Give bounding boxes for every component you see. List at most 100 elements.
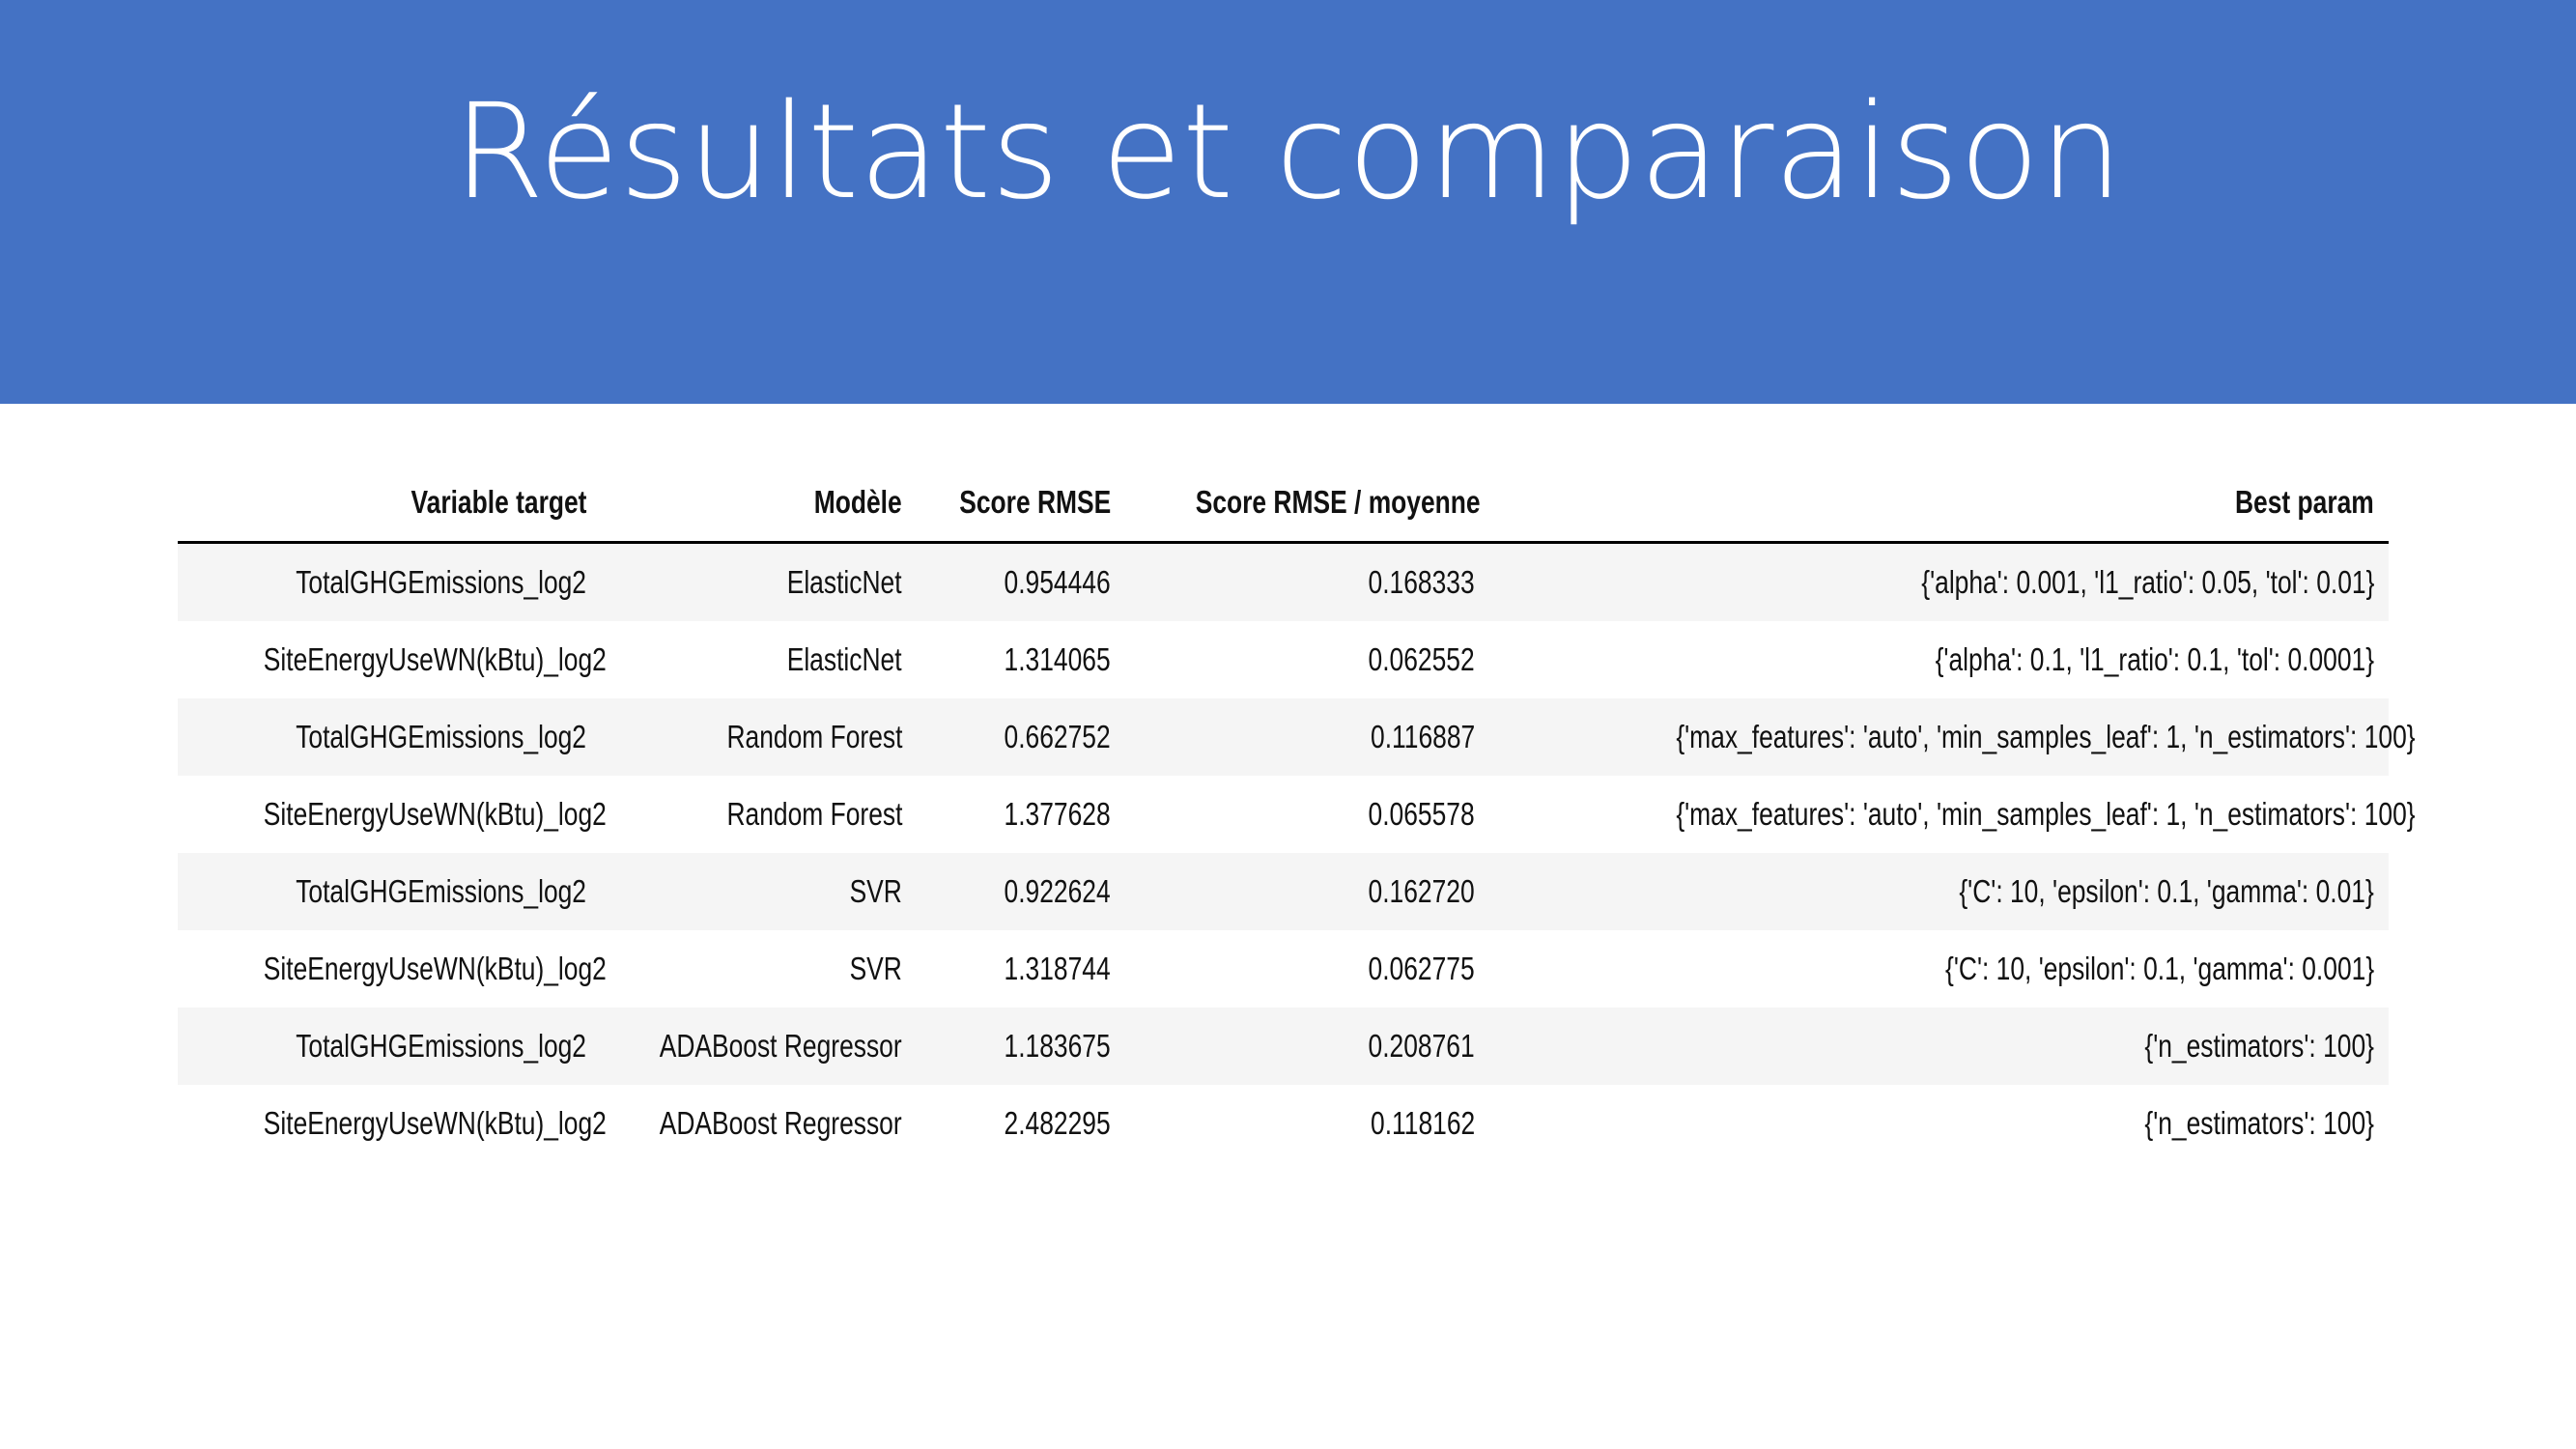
column-header: Best param (1491, 464, 2374, 541)
cell-text: Score RMSE (959, 484, 1111, 520)
cell-text: 0.922624 (1004, 873, 1111, 909)
table-cell: 1.183675 (912, 1008, 1111, 1085)
cell-text: SiteEnergyUseWN(kBtu)_log2 (263, 1105, 607, 1141)
table-cell: 0.116887 (1124, 698, 1475, 776)
cell-text: Random Forest (726, 719, 902, 754)
table-cell: TotalGHGEmissions_log2 (178, 544, 586, 621)
column-header: Score RMSE / moyenne (1124, 464, 1481, 541)
table-cell: 0.954446 (912, 544, 1111, 621)
table-row: SiteEnergyUseWN(kBtu)_log2 Random Forest 1… (178, 776, 2416, 853)
table-cell: Random Forest (593, 776, 902, 853)
table-cell: 0.062552 (1124, 621, 1475, 698)
table-cell: 0.662752 (912, 698, 1111, 776)
cell-text: SVR (849, 873, 902, 909)
table-cell: 0.062775 (1124, 930, 1475, 1008)
table-cell: 0.208761 (1124, 1008, 1475, 1085)
column-header: Variable target (178, 464, 586, 541)
cell-text: 1.377628 (1004, 796, 1111, 832)
table-cell: ADABoost Regressor (593, 1085, 902, 1162)
table-cell: 0.922624 (912, 853, 1111, 930)
table-row: SiteEnergyUseWN(kBtu)_log2 SVR 1.318744 0.0… (178, 930, 2389, 1008)
cell-text: 0.116887 (1370, 719, 1475, 754)
table-cell: {'n_estimators': 100} (1491, 1008, 2374, 1085)
cell-text: TotalGHGEmissions_log2 (296, 719, 586, 754)
cell-text: {'alpha': 0.1, 'l1_ratio': 0.1, 'tol': 0… (1935, 641, 2374, 677)
table-cell: {'C': 10, 'epsilon': 0.1, 'gamma': 0.001… (1491, 930, 2374, 1008)
cell-text: SiteEnergyUseWN(kBtu)_log2 (263, 951, 607, 986)
cell-text: {'max_features': 'auto', 'min_samples_le… (1676, 796, 2416, 832)
table-cell: Random Forest (593, 698, 902, 776)
table-cell: 2.482295 (912, 1085, 1111, 1162)
cell-text: 1.318744 (1004, 951, 1111, 986)
cell-text: TotalGHGEmissions_log2 (296, 564, 586, 600)
table-cell: 1.318744 (912, 930, 1111, 1008)
cell-text: 0.118162 (1370, 1105, 1475, 1141)
table-row: TotalGHGEmissions_log2 ADABoost Regressor… (178, 1008, 2389, 1085)
cell-text: SiteEnergyUseWN(kBtu)_log2 (263, 641, 607, 677)
cell-text: 0.954446 (1004, 564, 1111, 600)
cell-text: TotalGHGEmissions_log2 (296, 873, 586, 909)
cell-text: Score RMSE / moyenne (1195, 484, 1481, 520)
cell-text: 1.183675 (1004, 1028, 1111, 1064)
table-cell: 1.314065 (912, 621, 1111, 698)
cell-text: 0.162720 (1368, 873, 1475, 909)
table-cell: {'max_features': 'auto', 'min_samples_le… (1491, 776, 2415, 853)
table-cell: {'alpha': 0.1, 'l1_ratio': 0.1, 'tol': 0… (1491, 621, 2374, 698)
cell-text: {'n_estimators': 100} (2144, 1105, 2374, 1141)
cell-text: Variable target (410, 484, 586, 520)
cell-text: 2.482295 (1004, 1105, 1111, 1141)
cell-text: Best param (2235, 484, 2374, 520)
table-cell: SVR (593, 930, 902, 1008)
table-cell: 0.162720 (1124, 853, 1475, 930)
cell-text: 0.662752 (1004, 719, 1111, 754)
cell-text: {'C': 10, 'epsilon': 0.1, 'gamma': 0.01} (1959, 873, 2374, 909)
cell-text: 0.208761 (1368, 1028, 1475, 1064)
table-cell: SiteEnergyUseWN(kBtu)_log2 (178, 621, 607, 698)
cell-text: {'n_estimators': 100} (2144, 1028, 2374, 1064)
table-cell: 0.065578 (1124, 776, 1475, 853)
cell-text: 0.062775 (1368, 951, 1475, 986)
table-cell: SiteEnergyUseWN(kBtu)_log2 (178, 930, 607, 1008)
cell-text: ElasticNet (787, 641, 902, 677)
table-cell: {'max_features': 'auto', 'min_samples_le… (1491, 698, 2415, 776)
table-cell: ElasticNet (593, 544, 902, 621)
table-cell: TotalGHGEmissions_log2 (178, 1008, 586, 1085)
table-cell: 0.168333 (1124, 544, 1475, 621)
column-header: Modèle (593, 464, 902, 541)
cell-text: 0.168333 (1368, 564, 1475, 600)
header-row: Variable target Modèle Score RMSE Score RMS… (178, 464, 2389, 544)
table-row: SiteEnergyUseWN(kBtu)_log2 ElasticNet 1.31… (178, 621, 2389, 698)
table-cell: SiteEnergyUseWN(kBtu)_log2 (178, 776, 607, 853)
cell-text: {'max_features': 'auto', 'min_samples_le… (1676, 719, 2416, 754)
table-cell: TotalGHGEmissions_log2 (178, 853, 586, 930)
table-cell: ElasticNet (593, 621, 902, 698)
cell-text: 1.314065 (1004, 641, 1111, 677)
cell-text: SVR (849, 951, 902, 986)
cell-text: {'alpha': 0.001, 'l1_ratio': 0.05, 'tol'… (1920, 564, 2374, 600)
cell-text: ADABoost Regressor (660, 1028, 902, 1064)
table-row: TotalGHGEmissions_log2 Random Forest 0.662… (178, 698, 2416, 776)
table-cell: SiteEnergyUseWN(kBtu)_log2 (178, 1085, 607, 1162)
table-row: TotalGHGEmissions_log2 ElasticNet 0.954446… (178, 544, 2389, 621)
table-cell: SVR (593, 853, 902, 930)
table-cell: ADABoost Regressor (593, 1008, 902, 1085)
cell-text: Random Forest (726, 796, 902, 832)
table-row: TotalGHGEmissions_log2 SVR 0.922624 0.16272… (178, 853, 2389, 930)
table-cell: 1.377628 (912, 776, 1111, 853)
cell-text: 0.062552 (1368, 641, 1475, 677)
cell-text: {'C': 10, 'epsilon': 0.1, 'gamma': 0.001… (1944, 951, 2374, 986)
table-cell: {'C': 10, 'epsilon': 0.1, 'gamma': 0.01} (1491, 853, 2374, 930)
table-cell: TotalGHGEmissions_log2 (178, 698, 586, 776)
cell-text: ElasticNet (787, 564, 902, 600)
column-header: Score RMSE (912, 464, 1111, 541)
cell-text: TotalGHGEmissions_log2 (296, 1028, 586, 1064)
table-cell: {'n_estimators': 100} (1491, 1085, 2374, 1162)
cell-text: SiteEnergyUseWN(kBtu)_log2 (263, 796, 607, 832)
cell-text: Modèle (814, 484, 902, 520)
cell-text: ADABoost Regressor (660, 1105, 902, 1141)
table-cell: {'alpha': 0.001, 'l1_ratio': 0.05, 'tol'… (1491, 544, 2374, 621)
slide-title: Résultats et comparaison (453, 76, 2123, 229)
table-row: SiteEnergyUseWN(kBtu)_log2 ADABoost Regre… (178, 1085, 2389, 1162)
table-cell: 0.118162 (1124, 1085, 1475, 1162)
